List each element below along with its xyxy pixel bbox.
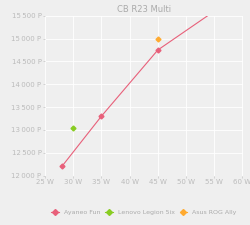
Title: CB R23 Multi: CB R23 Multi — [117, 4, 171, 13]
Ayaneo Fun — [60, 165, 64, 168]
Ayaneo Fun — [156, 49, 159, 51]
Legend: Ayaneo Fun, Lenovo Legion 5ix, Asus ROG Ally: Ayaneo Fun, Lenovo Legion 5ix, Asus ROG … — [48, 207, 239, 217]
Line: Ayaneo Fun: Ayaneo Fun — [60, 9, 216, 168]
Ayaneo Fun — [100, 115, 103, 117]
Ayaneo Fun — [213, 10, 216, 13]
